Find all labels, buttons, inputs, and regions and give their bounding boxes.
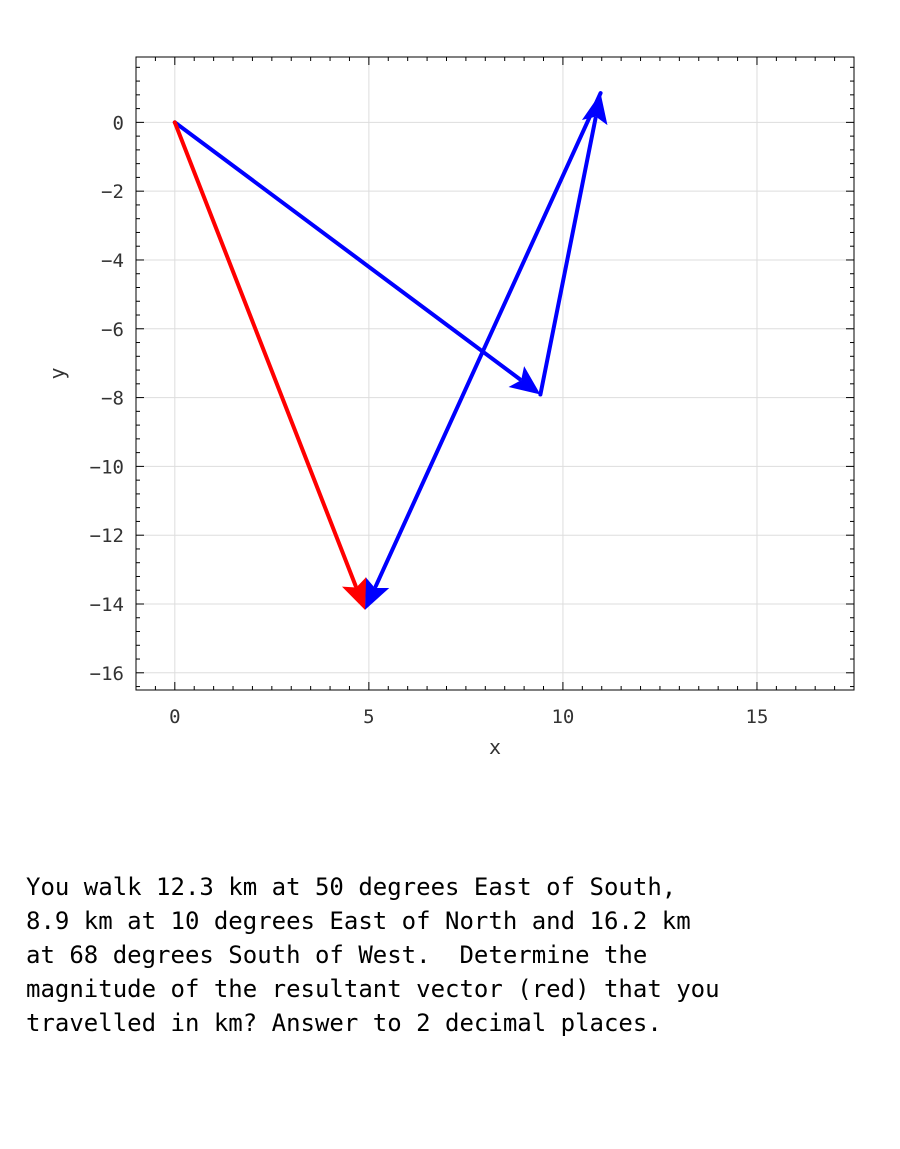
vector-plot: x y 0 5 10 15 0 −2 −4 −6 −8 −10 −12 −14 −16 — [45, 56, 855, 759]
vector-shaft — [538, 116, 598, 397]
y-tick-label: −8 — [101, 388, 124, 410]
vector-arrowhead — [341, 577, 367, 610]
minor-ticks — [135, 57, 855, 690]
y-tick-label: −10 — [90, 456, 124, 478]
vector-shaft — [373, 91, 603, 589]
major-ticks — [136, 57, 854, 690]
plot-frame — [135, 56, 855, 691]
y-axis-label: y — [45, 367, 69, 379]
y-tick-label: −6 — [101, 319, 124, 341]
y-tick-label: −2 — [101, 181, 124, 203]
x-axis-label: x — [489, 735, 501, 759]
vector-shaft — [172, 120, 358, 588]
question-text: You walk 12.3 km at 50 degrees East of S… — [26, 870, 886, 1040]
vector-shaft — [172, 120, 522, 381]
question-line: magnitude of the resultant vector (red) … — [26, 975, 720, 1003]
y-tick-label: −14 — [90, 594, 124, 616]
x-tick-label: 5 — [363, 706, 374, 728]
y-tick-label: −4 — [101, 250, 124, 272]
vector-arrowhead — [508, 366, 541, 395]
y-tick-label: 0 — [113, 112, 124, 134]
y-tick-label: −12 — [90, 525, 124, 547]
x-tick-label: 10 — [551, 706, 574, 728]
y-tick-label: −16 — [90, 663, 124, 685]
question-line: at 68 degrees South of West. Determine t… — [26, 941, 648, 969]
question-line: travelled in km? Answer to 2 decimal pla… — [26, 1009, 662, 1037]
x-tick-label: 0 — [169, 706, 180, 728]
vectors — [172, 91, 608, 610]
grid — [136, 57, 854, 690]
question-line: 8.9 km at 10 degrees East of North and 1… — [26, 907, 691, 935]
vector-arrowhead — [364, 577, 390, 610]
x-tick-label: 15 — [746, 706, 769, 728]
question-line: You walk 12.3 km at 50 degrees East of S… — [26, 873, 677, 901]
